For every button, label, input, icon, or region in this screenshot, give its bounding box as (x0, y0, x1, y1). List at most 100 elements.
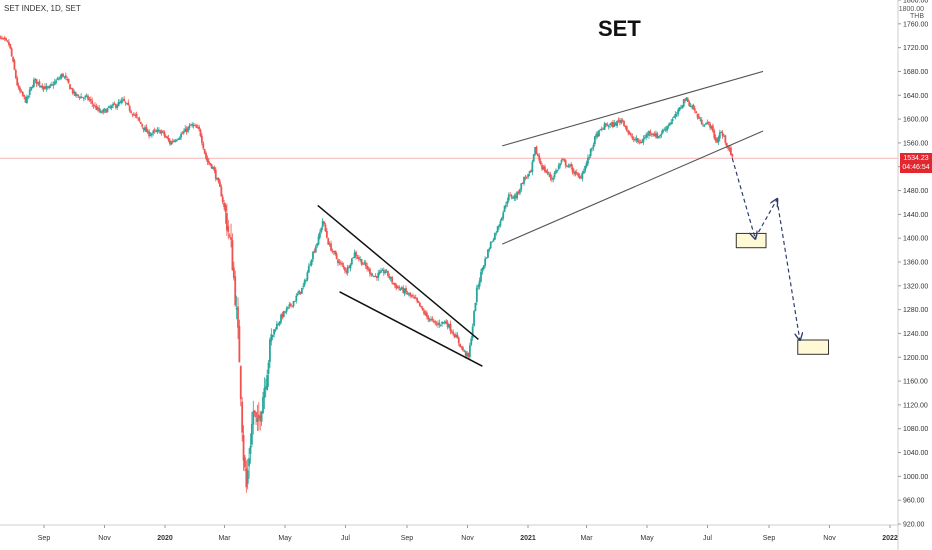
candle-body (641, 141, 643, 143)
x-tick-label: Mar (218, 535, 231, 542)
candle-body (231, 240, 234, 271)
candle-body (235, 308, 238, 310)
candle-body (507, 194, 510, 201)
candle-body (280, 314, 282, 323)
candle-body (495, 232, 498, 234)
candle-body (364, 262, 367, 267)
candle-body (174, 140, 177, 142)
candle-body (491, 241, 493, 243)
candle-body (437, 323, 439, 325)
y-tick-label: 1760.00 (903, 21, 928, 28)
candle-body (614, 122, 617, 126)
candle-body (227, 226, 230, 232)
projection-arrow-3 (776, 199, 800, 339)
candle-body (406, 292, 409, 295)
candle-body (613, 122, 616, 127)
candle-body (206, 158, 209, 162)
candle-body (27, 95, 30, 97)
candle-body (528, 171, 531, 174)
candle-body (352, 257, 355, 259)
candle-body (214, 169, 217, 179)
candle-body (0, 36, 2, 38)
candle-body (443, 321, 446, 324)
candle-body (60, 74, 63, 78)
candle-body (353, 252, 356, 258)
candle-body (418, 302, 421, 307)
currency-label: THB (910, 13, 924, 20)
candle-body (435, 323, 438, 325)
top-price-label: 1800.00 (898, 6, 924, 13)
candle-body (448, 324, 450, 328)
candle-body (252, 411, 255, 425)
candle-body (57, 78, 60, 80)
candle-body (702, 125, 705, 127)
candle-body (69, 84, 71, 90)
candle-body (475, 287, 478, 303)
candle-body (52, 84, 55, 86)
candle-body (309, 264, 312, 266)
y-tick-label: 1800.00 (903, 0, 928, 5)
candle-body (325, 230, 328, 238)
candle-body (189, 124, 192, 126)
candle-body (356, 257, 359, 259)
candle-body (98, 107, 101, 112)
candle-body (705, 123, 707, 125)
candle-body (14, 70, 17, 78)
candle-body (360, 259, 363, 265)
candle-body (374, 275, 377, 277)
candle-body (257, 414, 260, 419)
candle-body (203, 148, 206, 154)
symbol-header: SET INDEX, 1D, SET (4, 4, 81, 13)
candle-body (121, 99, 124, 101)
candle-body (675, 114, 678, 116)
candle-body (445, 321, 448, 324)
candle-body (410, 295, 413, 297)
candle-body (92, 104, 95, 106)
candle-body (588, 156, 591, 158)
y-tick-label: 1160.00 (903, 379, 928, 386)
candle-body (45, 86, 48, 89)
candle-body (530, 170, 532, 172)
candle-body (482, 265, 485, 270)
candle-body (271, 334, 274, 338)
candle-body (730, 147, 732, 155)
candle-body (527, 173, 530, 177)
y-tick-label: 1040.00 (903, 450, 928, 457)
candle-body (638, 141, 641, 143)
candle-body (232, 267, 235, 278)
candle-body (430, 319, 432, 321)
candle-body (3, 37, 6, 40)
chart-title: SET (598, 16, 641, 41)
candle-body (70, 88, 73, 90)
candle-body (532, 154, 535, 162)
y-tick-label: 1440.00 (903, 212, 928, 219)
candle-body (298, 290, 300, 295)
candle-body (496, 226, 499, 233)
candle-body (273, 329, 275, 335)
last-price-badge: 1534.23 04:46:54 (900, 153, 932, 174)
candle-body (177, 138, 180, 140)
candle-body (667, 125, 670, 127)
candle-body (39, 85, 42, 87)
candle-body (563, 159, 566, 161)
candle-body (16, 77, 19, 86)
candle-body (321, 220, 324, 227)
candle-body (521, 183, 524, 185)
candle-body (76, 94, 78, 96)
candle-body (41, 85, 44, 89)
candle-body (632, 138, 635, 140)
candle-body (187, 127, 189, 132)
candle-body (605, 123, 607, 125)
candle-body (385, 270, 388, 272)
candle-body (438, 322, 441, 326)
candle-body (699, 119, 702, 121)
candle-body (539, 160, 542, 165)
candle-body (107, 106, 110, 108)
candle-body (378, 272, 381, 274)
candle-body (51, 84, 53, 86)
x-tick-label: 2022 (882, 535, 898, 542)
candle-body (262, 397, 264, 414)
candle-body (593, 136, 596, 145)
candle-body (159, 130, 162, 134)
